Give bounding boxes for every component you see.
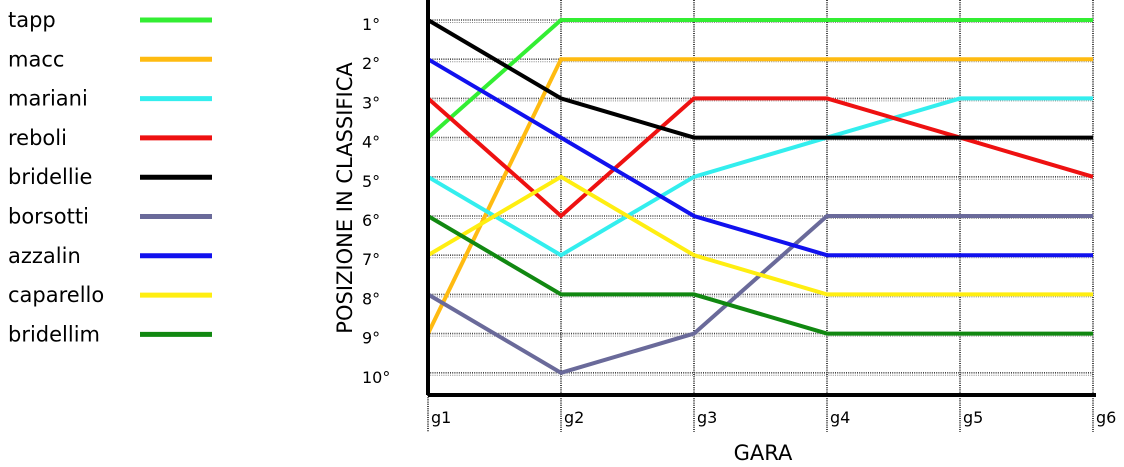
legend-label: reboli [8,126,67,150]
x-tick-label: g2 [564,408,584,427]
series-line-bridellie [426,18,1093,140]
y-tick-label: 10° [362,368,390,387]
legend-label: macc [8,47,64,71]
legend-item-macc: macc [8,47,212,71]
x-tick-label: g6 [1096,408,1116,427]
y-tick-label: 4° [362,133,380,152]
legend-label: bridellie [8,165,92,189]
legend-item-bridellim: bridellim [8,322,212,346]
legend-item-borsotti: borsotti [8,205,212,229]
x-tick-label: g4 [830,408,850,427]
legend-item-azzalin: azzalin [8,244,212,268]
legend-label: caparello [8,283,104,307]
y-tick-label: 6° [362,211,380,230]
legend-label: bridellim [8,322,100,346]
y-axis-title: POSIZIONE IN CLASSIFICA [333,62,357,334]
x-tick-label: g5 [963,408,983,427]
y-tick-label: 1° [362,15,380,34]
legend: tapp macc mariani reboli bridellie borsotti az… [8,8,212,346]
legend-label: borsotti [8,205,89,229]
series-line-caparello [426,174,1093,297]
legend-item-caparello: caparello [8,283,212,307]
series-line-bridellim [426,214,1093,336]
legend-item-mariani: mariani [8,87,212,111]
y-tick-label: 7° [362,250,380,269]
x-tick-label: g3 [697,408,717,427]
series-line-azzalin [426,57,1093,258]
y-tick-labels: 1° 2° 3° 4° 5° 6° 7° 8° 9° 10° [362,15,390,387]
y-tick-label: 9° [362,329,380,348]
axes [426,0,1096,397]
series-line-reboli [426,96,1094,219]
y-tick-label: 5° [362,172,380,191]
y-tick-label: 2° [362,54,380,73]
legend-item-bridellie: bridellie [8,165,212,189]
legend-label: azzalin [8,244,81,268]
y-tick-label: 8° [362,289,380,308]
series-lines [426,18,1094,375]
legend-label: mariani [8,87,88,111]
x-tick-labels: g1 g2 g3 g4 g5 g6 [431,408,1116,427]
series-line-macc [426,57,1093,335]
x-tick-label: g1 [431,408,451,427]
series-line-mariani [426,96,1093,258]
legend-item-tapp: tapp [8,8,212,32]
legend-item-reboli: reboli [8,126,212,150]
legend-label: tapp [8,8,56,32]
x-axis-title: GARA [734,441,793,465]
y-tick-label: 3° [362,93,380,112]
series-line-tapp [426,18,1093,140]
